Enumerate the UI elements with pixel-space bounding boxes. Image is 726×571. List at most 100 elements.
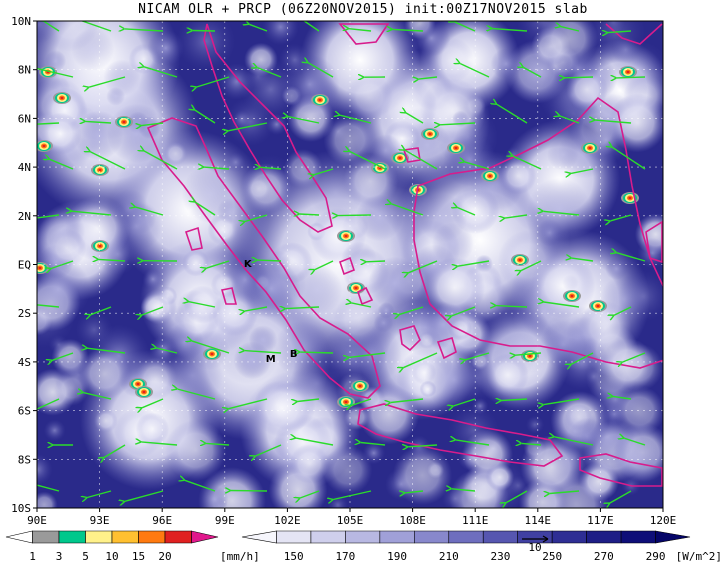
cloud-texture bbox=[94, 409, 118, 433]
wind-arrow bbox=[192, 341, 230, 354]
coastlines bbox=[146, 23, 663, 487]
cloud-texture bbox=[609, 432, 663, 489]
wind-arrow bbox=[617, 253, 646, 262]
cloud-texture bbox=[71, 28, 115, 71]
precip-cell bbox=[53, 92, 71, 104]
cloud-texture bbox=[140, 288, 177, 325]
wind-arrow bbox=[400, 306, 424, 314]
station-markers: K M B bbox=[244, 259, 298, 365]
figure-title: NICAM OLR + PRCP (06Z20NOV2015) init:00Z… bbox=[138, 2, 588, 17]
precip-colorbar-tick: 10 bbox=[105, 550, 118, 563]
wind-arrow bbox=[458, 260, 490, 266]
wind-arrow bbox=[440, 123, 476, 125]
olr-colorbar-swatch bbox=[241, 530, 277, 544]
cloud-texture bbox=[486, 353, 529, 397]
olr-colorbar-unit: [W/m^2] bbox=[676, 550, 722, 563]
wind-arrow bbox=[466, 352, 490, 360]
precip-colorbar-tick: 20 bbox=[158, 550, 171, 563]
wind-arrow bbox=[366, 261, 386, 262]
coastline-belitung bbox=[436, 337, 457, 360]
wind-arrow bbox=[300, 490, 320, 498]
wind-arrow bbox=[300, 214, 320, 215]
wind-arrow bbox=[349, 29, 372, 32]
cloud-texture bbox=[461, 156, 522, 217]
cloud-texture bbox=[37, 491, 58, 508]
wind-arrow bbox=[543, 211, 580, 216]
station-label-m: M bbox=[266, 354, 276, 365]
wind-arrow bbox=[288, 117, 320, 124]
wind-arrow bbox=[544, 302, 580, 308]
precip-cell bbox=[621, 192, 639, 204]
olr-colorbar-tick: 170 bbox=[335, 550, 355, 563]
cloud-texture bbox=[163, 141, 188, 166]
wind-arrow bbox=[349, 352, 386, 357]
cloud-texture bbox=[585, 368, 602, 385]
wind-arrow bbox=[350, 151, 386, 170]
wind-arrow bbox=[142, 398, 164, 408]
wind-arrow bbox=[72, 211, 112, 216]
cloud-texture bbox=[605, 257, 628, 280]
wind-arrow bbox=[195, 202, 216, 216]
precip-cell bbox=[421, 128, 439, 140]
wind-arrow bbox=[408, 260, 438, 273]
cloud-texture bbox=[266, 113, 288, 135]
precip-cell bbox=[337, 230, 355, 242]
wind-arrow bbox=[89, 76, 126, 87]
wind-arrow bbox=[302, 21, 320, 32]
precip-cell bbox=[619, 66, 637, 78]
cloud-texture bbox=[75, 311, 113, 349]
wind-arrow bbox=[496, 306, 528, 307]
wind-arrow bbox=[408, 445, 438, 447]
precip-colorbar-swatch bbox=[5, 530, 33, 544]
precip-cell bbox=[311, 94, 329, 106]
olr-colorbar-swatch bbox=[448, 530, 484, 544]
precip-colorbar-swatch bbox=[32, 530, 60, 544]
wind-arrow bbox=[405, 150, 438, 170]
precip-cell bbox=[115, 116, 133, 128]
wind-arrow bbox=[141, 122, 164, 126]
cloud-texture bbox=[485, 462, 515, 492]
wind-arrow bbox=[195, 110, 216, 124]
wind-arrow bbox=[104, 444, 126, 457]
precipitation-field bbox=[37, 66, 639, 408]
cloud-texture bbox=[431, 222, 474, 265]
lat-tick-label: 8N bbox=[18, 64, 31, 77]
wind-arrow bbox=[560, 116, 580, 124]
cloud-texture bbox=[607, 93, 663, 153]
coastline-indochina bbox=[338, 23, 390, 45]
wind-arrow bbox=[44, 21, 60, 32]
wind-arrow bbox=[300, 352, 334, 353]
wind-arrow bbox=[561, 27, 580, 32]
wind-arrow bbox=[315, 260, 334, 270]
precip-colorbar-swatch bbox=[138, 530, 166, 544]
coastline-natuna bbox=[402, 147, 421, 163]
precip-cell bbox=[563, 290, 581, 302]
cloud-texture bbox=[248, 325, 278, 355]
lon-tick-label: 117E bbox=[587, 514, 614, 527]
wind-arrow bbox=[37, 214, 60, 219]
wind-arrow bbox=[617, 77, 646, 78]
precip-cell bbox=[37, 140, 53, 152]
wind-arrow bbox=[229, 398, 268, 409]
cloud-texture bbox=[579, 461, 619, 502]
lon-tick-label: 111E bbox=[462, 514, 489, 527]
wind-arrow bbox=[308, 63, 334, 78]
precip-cell bbox=[581, 142, 599, 154]
wind-arrow bbox=[505, 214, 528, 218]
cloud-texture bbox=[48, 334, 69, 355]
coastline-siberut bbox=[220, 287, 238, 305]
coastline-sulawesi bbox=[645, 220, 663, 264]
precip-cell bbox=[91, 164, 109, 176]
wind-arrow bbox=[571, 168, 594, 173]
wind-arrow bbox=[624, 438, 646, 446]
olr-colorbar-tick: 270 bbox=[594, 550, 614, 563]
wind-arrow bbox=[197, 76, 230, 87]
cloud-texture bbox=[539, 320, 588, 369]
precip-colorbar-swatch bbox=[111, 530, 139, 544]
cloud-texture bbox=[345, 74, 393, 122]
wind-arrow bbox=[193, 31, 216, 32]
olr-colorbar-tick: 210 bbox=[439, 550, 459, 563]
wind-arrow bbox=[361, 443, 386, 446]
wind-arrow bbox=[550, 490, 580, 494]
wind-arrow bbox=[497, 104, 528, 124]
